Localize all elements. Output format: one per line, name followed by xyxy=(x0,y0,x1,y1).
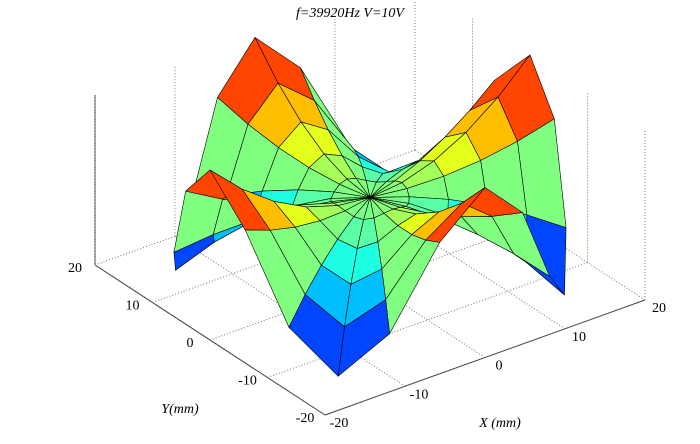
y-tick-label: -10 xyxy=(238,374,257,389)
x-tick-label: 0 xyxy=(496,359,503,374)
surface-patch xyxy=(337,299,390,377)
y-tick-label: 10 xyxy=(126,299,140,314)
x-tick-label: -20 xyxy=(330,416,349,431)
y-tick-label: -20 xyxy=(296,411,315,426)
y-tick-label: 20 xyxy=(68,261,82,276)
grid-line xyxy=(94,264,326,416)
x-tick-label: 20 xyxy=(652,301,666,316)
x-axis-label: X (mm) xyxy=(478,416,521,431)
chart-title: f=39920Hz V=10V xyxy=(296,6,405,21)
grid-line xyxy=(174,235,406,387)
y-axis-label: Y(mm) xyxy=(161,402,199,417)
y-tick-label: 0 xyxy=(187,336,194,351)
x-tick-label: -10 xyxy=(410,387,429,402)
x-tick-label: 10 xyxy=(572,330,586,345)
